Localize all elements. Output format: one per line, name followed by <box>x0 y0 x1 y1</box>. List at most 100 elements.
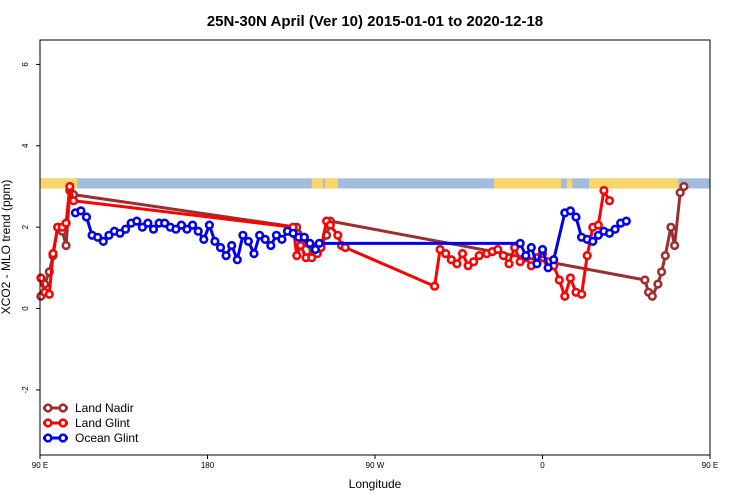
data-point <box>582 251 592 261</box>
data-point <box>199 234 209 244</box>
data-point <box>604 228 615 238</box>
y-tick-label: -2 <box>21 386 30 394</box>
legend-marker <box>58 433 68 443</box>
data-point <box>143 218 153 228</box>
x-tick-label: 0 <box>540 461 545 470</box>
data-point <box>238 230 248 240</box>
data-point <box>621 216 631 226</box>
data-point <box>340 242 350 253</box>
data-point <box>669 240 680 251</box>
data-point <box>176 220 186 230</box>
data-point <box>120 224 131 234</box>
data-point <box>310 244 321 255</box>
data-point <box>188 220 198 230</box>
data-point <box>132 216 142 226</box>
legend-marker <box>43 433 53 443</box>
legend-label: Land Nadir <box>75 401 134 415</box>
land-segment <box>311 178 323 189</box>
x-tick-label: 90 E <box>702 461 718 470</box>
data-point <box>656 267 667 277</box>
data-point <box>68 196 79 206</box>
legend-marker <box>43 418 53 428</box>
data-point <box>266 240 276 251</box>
data-point <box>204 220 214 230</box>
data-point <box>48 249 58 259</box>
land-segment <box>566 178 573 189</box>
data-point <box>565 273 576 283</box>
x-tick-label: 90 W <box>366 461 385 470</box>
x-tick-label: 90 E <box>32 461 48 470</box>
data-point <box>277 234 287 244</box>
y-axis: -2 0 2 4 6 <box>21 62 40 394</box>
data-point <box>160 218 170 228</box>
land-ocean-band <box>40 178 710 189</box>
data-point <box>588 236 598 246</box>
data-point <box>560 291 570 301</box>
data-point <box>452 259 462 269</box>
series-layer <box>36 181 689 301</box>
data-point <box>593 220 603 230</box>
y-tick-label: 0 <box>21 306 30 311</box>
x-tick-label: 180 <box>201 461 215 470</box>
data-point <box>249 249 259 259</box>
legend-marker <box>58 418 68 428</box>
data-point <box>446 255 456 265</box>
data-point <box>314 238 324 248</box>
data-point <box>292 251 302 261</box>
data-point <box>653 279 663 289</box>
data-point <box>210 236 220 246</box>
data-point <box>430 281 440 291</box>
data-point <box>441 249 451 259</box>
data-point <box>98 236 108 246</box>
data-point <box>679 181 689 192</box>
data-point <box>474 251 484 261</box>
data-point <box>333 230 343 240</box>
data-point <box>115 228 125 238</box>
y-tick-label: 4 <box>21 143 30 148</box>
data-point <box>307 253 317 263</box>
legend-label: Ocean Glint <box>75 431 139 445</box>
data-point <box>599 185 609 196</box>
data-point <box>493 244 503 255</box>
data-point <box>148 224 159 234</box>
data-point <box>65 181 75 192</box>
data-point <box>610 224 620 234</box>
data-point <box>435 244 445 255</box>
data-point <box>554 275 564 285</box>
data-point <box>498 251 509 261</box>
series-ocean-glint <box>70 206 631 273</box>
data-point <box>81 212 92 222</box>
data-point <box>457 249 468 259</box>
data-point <box>666 222 676 232</box>
data-point <box>221 251 231 261</box>
data-point <box>660 251 670 261</box>
y-tick-label: 2 <box>21 224 30 229</box>
legend-marker <box>58 403 68 413</box>
data-point <box>232 255 242 265</box>
data-point <box>537 244 548 255</box>
data-point <box>543 263 553 273</box>
data-point <box>469 257 479 267</box>
data-point <box>305 238 315 248</box>
data-point <box>182 224 192 234</box>
data-point <box>93 232 103 242</box>
data-point <box>193 226 203 236</box>
data-point <box>675 188 685 198</box>
data-point <box>44 289 54 299</box>
land-segment <box>324 178 338 189</box>
data-point <box>255 230 265 240</box>
data-point <box>325 220 335 230</box>
data-point <box>215 242 226 253</box>
x-axis-label: Longitude <box>349 477 402 491</box>
chart-title: 25N-30N April (Ver 10) 2015-01-01 to 202… <box>207 13 543 30</box>
data-point <box>227 240 237 251</box>
data-point <box>640 275 650 285</box>
data-point <box>593 230 603 240</box>
data-point <box>576 289 587 299</box>
land-segment <box>494 178 562 189</box>
data-point <box>243 236 253 246</box>
data-point <box>549 255 559 265</box>
data-point <box>521 251 531 261</box>
